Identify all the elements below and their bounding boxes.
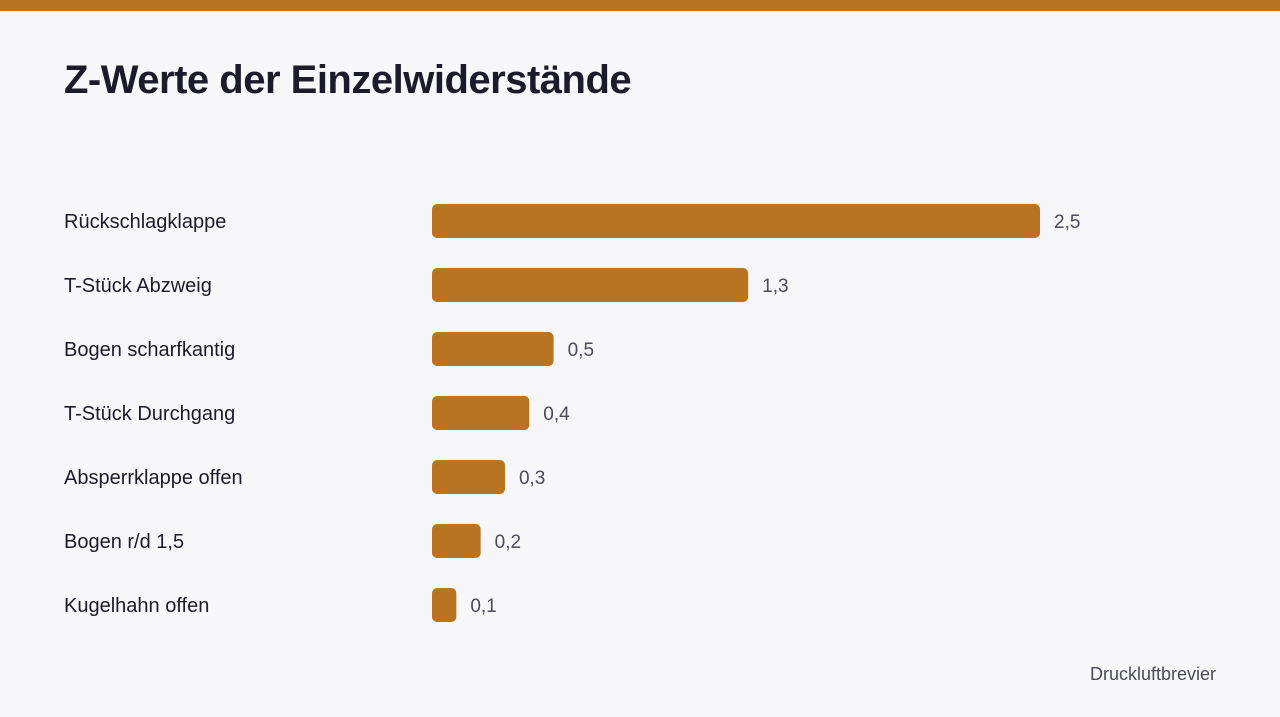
bar-t-stuck-abzweig	[432, 268, 749, 302]
value-label-t-stuck-abzweig: 1,3	[762, 276, 788, 297]
value-label-bogen-r-d-1-5: 0,2	[495, 532, 521, 553]
source-label: Druckluftbrevier	[1089, 664, 1216, 684]
category-label-absperrklappe-offen: Absperrklappe offen	[64, 467, 243, 489]
category-label-bogen-scharfkantig: Bogen scharfkantig	[64, 339, 235, 361]
value-label-bogen-scharfkantig: 0,5	[568, 340, 594, 361]
category-label-kugelhahn-offen: Kugelhahn offen	[64, 595, 209, 617]
chart-title: Z-Werte der Einzelwiderstände	[64, 58, 632, 102]
bar-bogen-scharfkantig	[432, 332, 554, 366]
bar-t-stuck-durchgang	[432, 396, 530, 430]
value-label-t-stuck-durchgang: 0,4	[543, 404, 570, 425]
value-label-absperrklappe-offen: 0,3	[519, 468, 545, 489]
category-label-t-stuck-abzweig: T-Stück Abzweig	[64, 275, 212, 297]
value-label-kugelhahn-offen: 0,1	[470, 596, 496, 617]
bar-ruckschlagklappe	[432, 204, 1040, 238]
top-accent-bar	[0, 0, 1280, 11]
category-label-ruckschlagklappe: Rückschlagklappe	[64, 211, 226, 233]
category-label-bogen-r-d-1-5: Bogen r/d 1,5	[64, 531, 184, 553]
category-label-t-stuck-durchgang: T-Stück Durchgang	[64, 403, 235, 425]
bar-kugelhahn-offen	[432, 588, 457, 622]
bar-absperrklappe-offen	[432, 460, 505, 494]
value-label-ruckschlagklappe: 2,5	[1054, 212, 1080, 233]
bar-bogen-r-d-1-5	[432, 524, 481, 558]
